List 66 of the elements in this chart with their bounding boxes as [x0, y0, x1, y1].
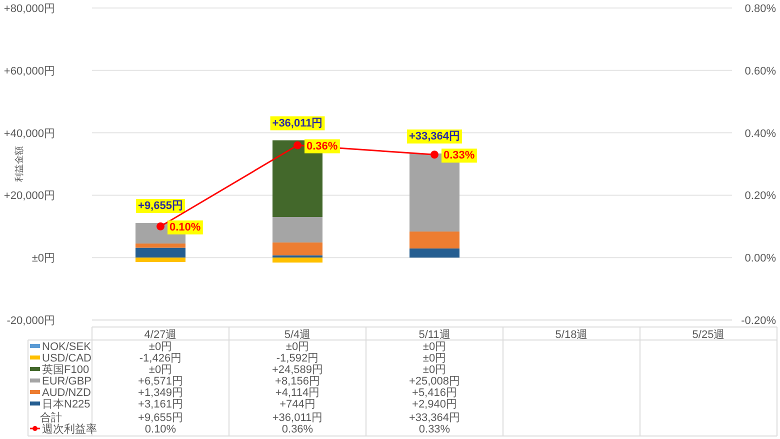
- y-tick-label: +80,000円: [4, 3, 55, 15]
- legend-label: EUR/GBP: [42, 376, 92, 388]
- legend-label: NOK/SEK: [42, 341, 92, 353]
- bar: [136, 248, 186, 258]
- legend-label: 日本N225: [42, 398, 90, 410]
- data-label: +8,156円: [275, 376, 320, 388]
- total-label: +36,011円: [272, 117, 323, 130]
- text: +36,011円: [272, 412, 323, 424]
- x-tick-label: 5/4週: [284, 329, 311, 341]
- data-label: ±0円: [148, 364, 172, 376]
- data-label: 0.10%: [144, 424, 176, 436]
- data-label: +25,008円: [408, 376, 460, 388]
- text: 0.33%: [444, 150, 475, 162]
- data-label: ±0円: [422, 341, 446, 353]
- total-label: +33,364円: [408, 130, 460, 143]
- bar: [410, 232, 460, 248]
- data-label: 0.36%: [282, 424, 314, 436]
- data-label: +24,589円: [272, 364, 324, 376]
- data-label: +1,349円: [138, 387, 183, 399]
- point: [430, 150, 438, 159]
- y2-tick-label: 0.00%: [744, 252, 776, 265]
- y-axis-title: 利益金額: [14, 146, 24, 182]
- legend-label: AUD/NZD: [42, 387, 91, 399]
- y2-tick-label: 0.80%: [744, 3, 776, 15]
- data-label: -1,592円: [276, 352, 319, 364]
- data-label: +2,940円: [412, 398, 457, 410]
- bar: [410, 248, 460, 258]
- data-label: +5,416円: [412, 387, 457, 399]
- y-tick-label: +20,000円: [4, 190, 55, 202]
- x-tick-label: 4/27週: [144, 329, 177, 341]
- bar: [272, 242, 322, 256]
- y2-tick-label: 0.60%: [744, 65, 776, 78]
- text: 合計: [40, 411, 62, 424]
- data-label: -1,426円: [139, 352, 182, 364]
- text: +9,655円: [138, 412, 183, 424]
- point: [294, 141, 302, 150]
- y2-tick-label: -0.20%: [741, 315, 776, 327]
- y-tick-label: -20,000円: [6, 315, 55, 327]
- x-tick-label: 5/11週: [418, 329, 450, 341]
- data-label: ±0円: [422, 352, 446, 364]
- data-label: ±0円: [148, 341, 172, 353]
- data-label: ±0円: [286, 341, 310, 353]
- text: 0.10%: [170, 221, 201, 234]
- data-label: +4,114円: [275, 387, 320, 399]
- y2-tick-label: 0.40%: [744, 128, 776, 140]
- legend-label: 週次利益率: [42, 422, 97, 436]
- legend-label: 英国F100: [42, 363, 90, 376]
- text: 0.36%: [306, 140, 338, 152]
- x-tick-label: 5/18週: [555, 329, 588, 341]
- bar: [272, 258, 322, 263]
- y-tick-label: +60,000円: [4, 65, 55, 78]
- bar: [136, 244, 186, 248]
- text: +33,364円: [408, 412, 460, 424]
- y-tick-label: +40,000円: [4, 128, 55, 140]
- total-label: +9,655円: [138, 200, 183, 212]
- data-label: 0.33%: [418, 424, 450, 436]
- x-tick-label: 5/25週: [692, 329, 725, 341]
- data-label: +744円: [280, 398, 316, 410]
- point: [156, 222, 164, 230]
- y-tick-label: ±0円: [32, 252, 55, 265]
- data-label: ±0円: [422, 364, 446, 376]
- data-label: +3,161円: [138, 398, 183, 410]
- data-label: +6,571円: [138, 376, 183, 388]
- legend-label: USD/CAD: [42, 352, 92, 364]
- y2-tick-label: 0.20%: [744, 190, 776, 202]
- bar: [136, 258, 186, 262]
